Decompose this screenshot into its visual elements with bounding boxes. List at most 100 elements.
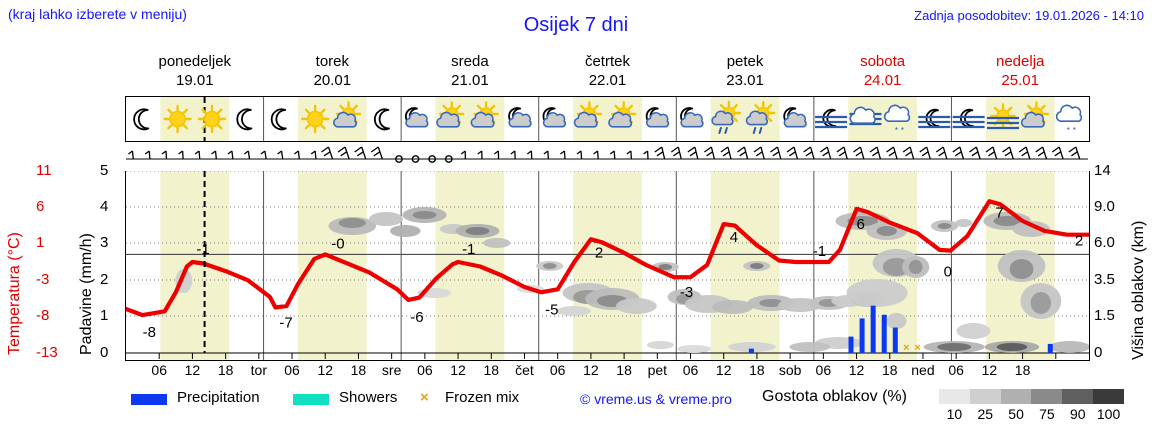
cloud-wind-icon [849,106,882,126]
legend-precipitation-label: Precipitation [177,389,260,406]
day-header-sreda: sreda 21.01 [401,52,539,92]
wind-barb [428,155,437,163]
wind-barb [626,150,633,160]
temperature-value-label: 4 [730,229,738,246]
day-date: 24.01 [863,72,902,89]
colorbar-segment [1062,389,1094,404]
meteogram-plot: × × -8 -1 -7 -0 -6 -1 -5 2 -3 4 -1 6 0 7 2 [125,171,1090,361]
time-tick-12: 12 [317,362,334,378]
axis-tick: 5 [100,162,109,179]
axis-tick: 1.5 [1094,307,1115,324]
wind-barb [786,146,799,160]
moon-cloud-icon [645,107,670,128]
copyright-label[interactable]: © vreme.us & vreme.pro [580,391,732,407]
wind-barb [477,150,483,160]
sun-cloud-icon [608,101,637,128]
axis-tick: 6 [36,198,45,215]
wind-barb [703,146,716,160]
wind-barb [869,146,882,160]
sun-cloud-icon [470,101,499,128]
moon-cloud-icon [680,107,704,128]
day-name: torek [315,53,350,70]
day-date: 23.01 [726,72,764,89]
temperature-value-label: 7 [995,204,1003,221]
temperature-value-label: 2 [1075,232,1083,249]
axis-tick: 4 [100,198,109,215]
colorbar-segment [1031,389,1063,404]
wind-barb [576,150,583,160]
wind-barb [1018,146,1031,160]
legend-showers-label: Showers [339,389,398,406]
wind-barb [593,150,599,160]
day-header-četrtek: četrtek 22.01 [539,52,677,92]
time-tick-18: 18 [749,362,765,378]
svg-text:*: * [895,126,898,135]
wind-barb [609,150,616,160]
wind-barb [243,150,251,160]
temperature-value-label: -1 [813,243,826,260]
temperature-value-label: 2 [595,244,603,261]
wind-barb [310,150,317,160]
wind-barb [510,150,516,160]
day-name: sobota [860,53,906,70]
wind-barb [144,150,151,160]
wind-barb [354,146,367,160]
wind-barb-row [125,143,1090,171]
location-menu-note[interactable]: (kraj lahko izberete v meniju) [8,6,187,22]
wind-barb [321,146,334,160]
day-name: petek [726,53,764,70]
time-tick-ned: ned [911,362,935,378]
moon-icon [373,108,390,131]
moon-cloud-icon [783,107,807,128]
colorbar-tick: 100 [1096,406,1121,422]
wind-barb [853,146,865,160]
sun-cloud-icon [1020,101,1050,128]
day-header-sobota: sobota 24.01 [814,52,952,92]
moon-cloud-icon [508,107,532,128]
wind-barb [227,150,234,160]
temperature-value-label: -8 [143,324,156,341]
cloud-snow-icon: * * [883,104,911,135]
axis-tick: 14 [1094,162,1111,179]
moon-wind-icon [918,108,951,129]
wind-barb [1051,146,1064,160]
wind-barb [770,146,782,160]
day-header-nedelja: nedelja 25.01 [951,52,1089,92]
precipitation-bar [748,348,754,353]
axis-tick: 9.0 [1094,198,1115,215]
weather-icon-row: * * * * [125,96,1090,142]
day-date: 22.01 [588,72,627,89]
wind-barb [935,146,948,160]
temperature-axis-title: Temperatura (°C) [6,232,23,355]
time-tick-12: 12 [450,362,466,378]
wind-barb [969,146,981,160]
temperature-value-label: -6 [410,309,423,326]
colorbar-tick: 25 [977,406,994,422]
wind-barb [720,146,732,160]
wind-barb [1035,146,1048,160]
frozen-mix-marker: × [914,342,920,354]
wind-barb [178,150,184,160]
time-tick-12: 12 [184,362,201,378]
moon-icon [270,108,287,131]
precipitation-bar [1047,343,1053,353]
sun-wind-icon [987,103,1020,130]
day-date: 25.01 [1001,72,1039,89]
moon-cloud-icon [542,107,567,128]
wind-barb [260,150,267,160]
time-tick-čet: čet [515,362,534,378]
wind-barb [395,155,403,163]
precipitation-bar [881,314,887,353]
axis-tick: -13 [36,344,58,361]
moon-icon [236,108,253,131]
colorbar-tick: 10 [946,406,963,422]
wind-barb [952,146,965,160]
svg-text:*: * [1073,126,1076,135]
time-tick-06: 06 [417,362,433,378]
time-tick-18: 18 [483,362,500,378]
page-title: Osijek 7 dni [523,14,629,36]
time-tick-12: 12 [715,362,732,378]
wind-barb [161,150,168,160]
time-tick-06: 06 [151,362,167,378]
wind-barb [211,150,217,160]
